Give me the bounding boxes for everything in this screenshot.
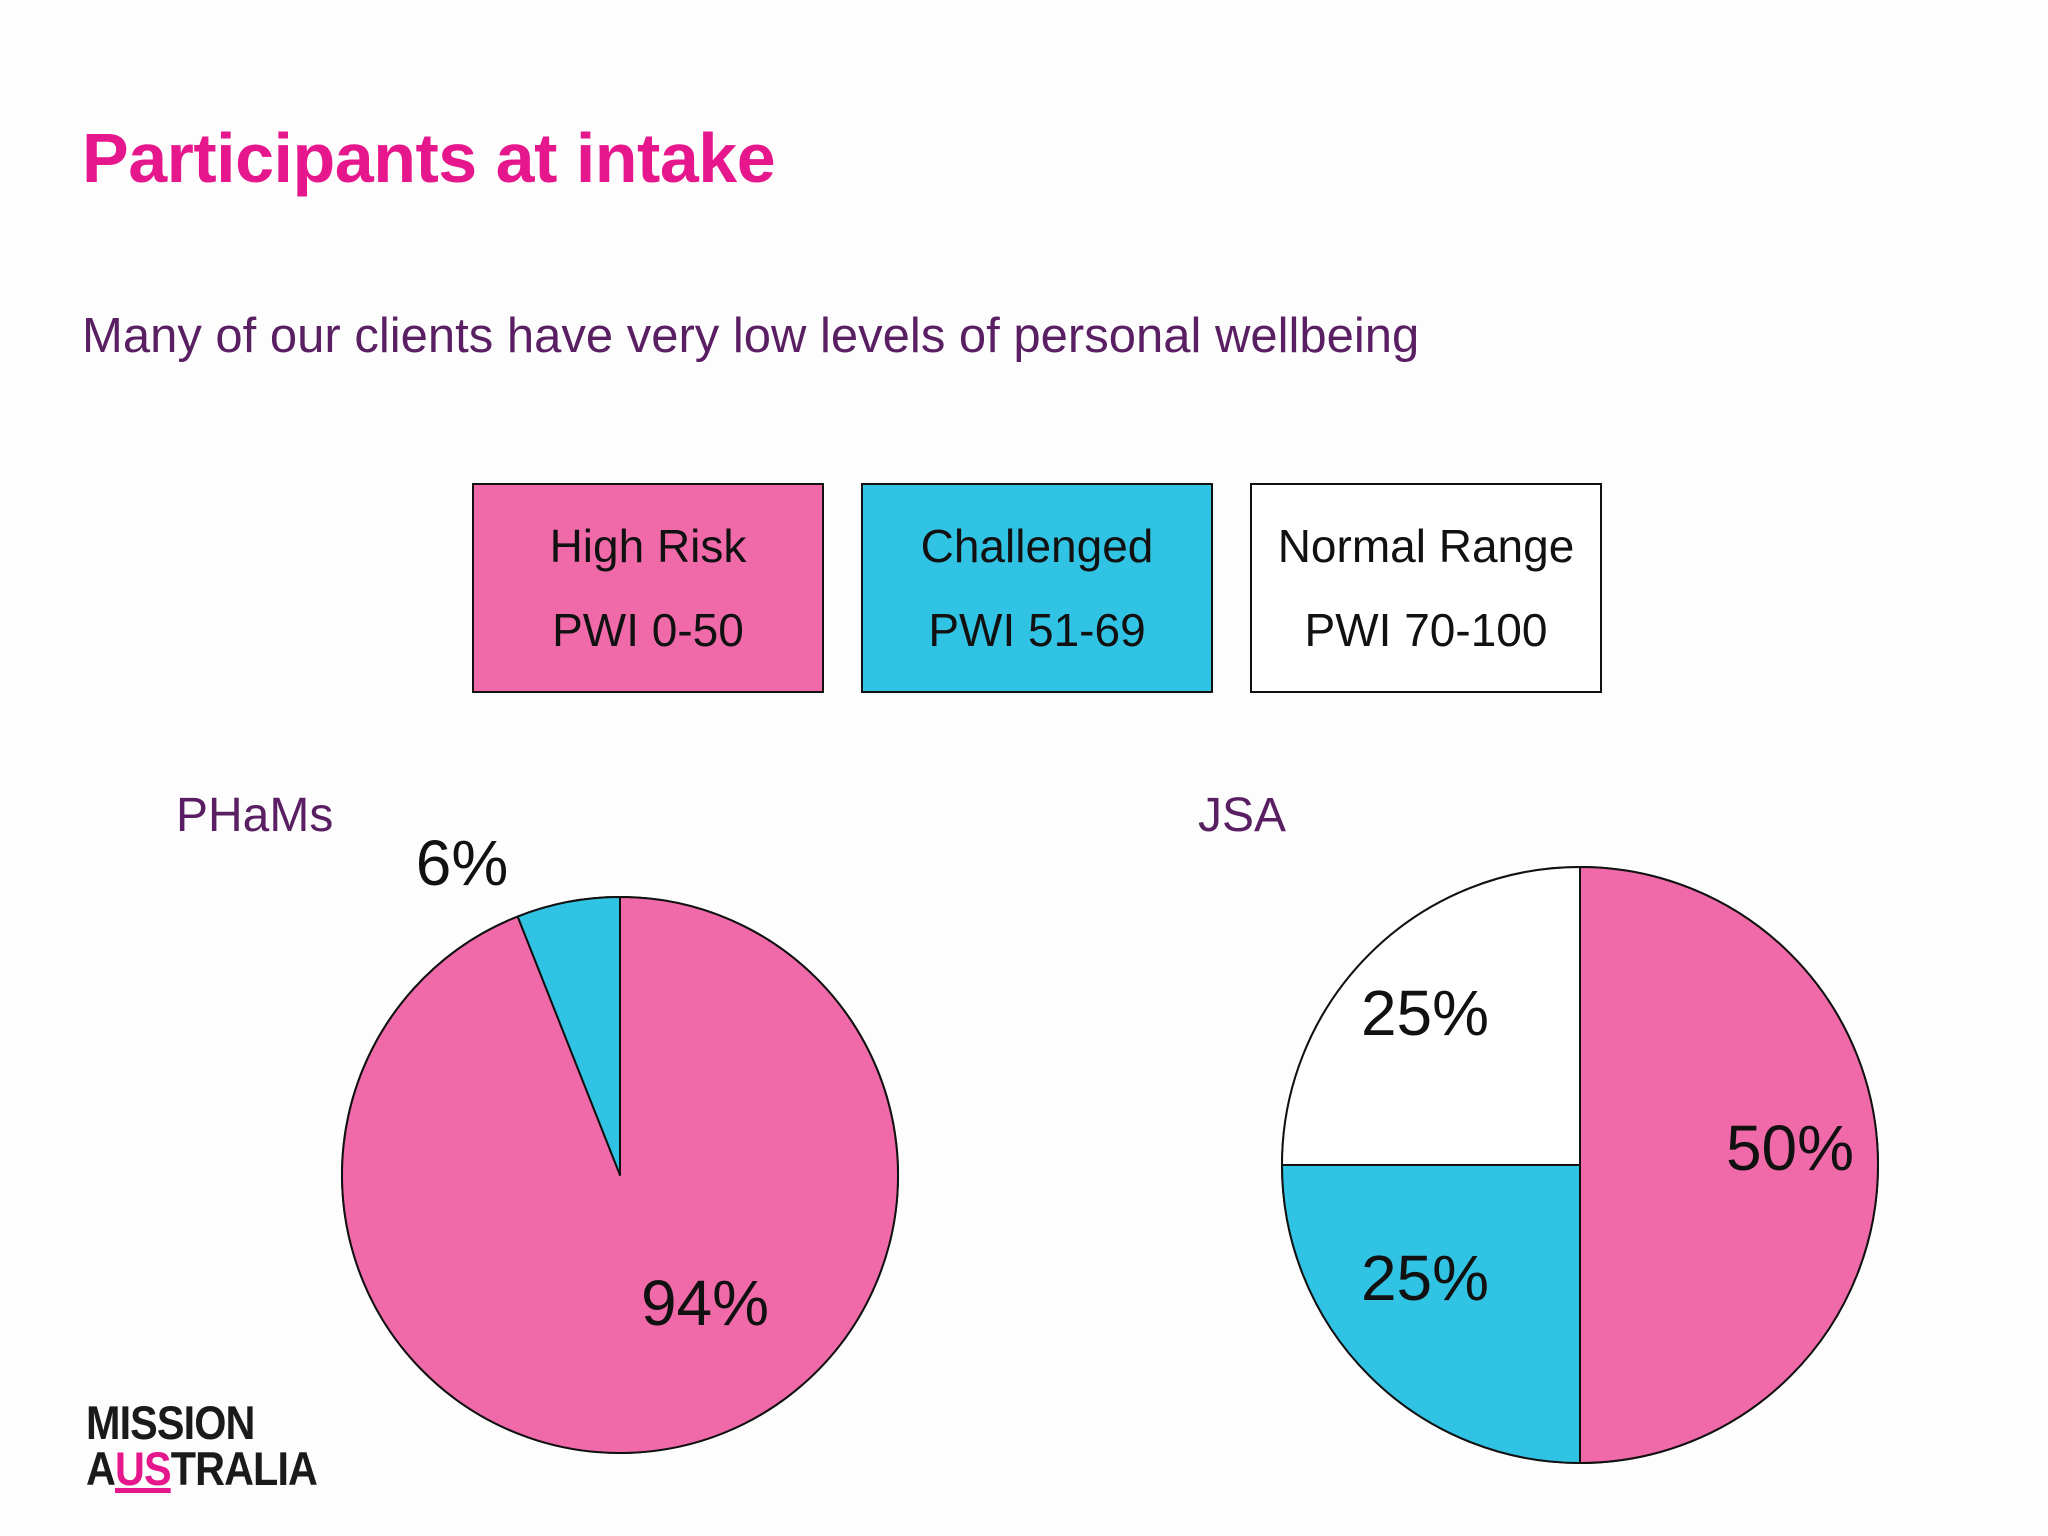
pie-data-label: 6% xyxy=(416,827,509,899)
pie-data-label: 25% xyxy=(1361,977,1489,1049)
pie-slice-high-risk xyxy=(1579,866,1879,1464)
chart-title-jsa: JSA xyxy=(1198,789,1287,842)
pie-slice-challenged xyxy=(516,896,621,1176)
chart-title-phams: PHaMs xyxy=(176,789,334,842)
pie-phams: 94% 6% xyxy=(341,827,899,1454)
pie-data-label: 94% xyxy=(641,1267,769,1339)
legend-challenged: Challenged PWI 51-69 xyxy=(861,483,1213,693)
legend-name: Normal Range xyxy=(1277,520,1575,572)
pie-jsa: 50% 25% 25% xyxy=(1281,866,1879,1464)
legend-high-risk: High Risk PWI 0-50 xyxy=(472,483,824,693)
slide-subtitle: Many of our clients have very low levels… xyxy=(82,309,1420,363)
legend-normal-range: Normal Range PWI 70-100 xyxy=(1250,483,1602,693)
legend-range: PWI 51-69 xyxy=(928,604,1146,656)
legend-name: High Risk xyxy=(549,520,747,572)
legend-range: PWI 0-50 xyxy=(552,604,744,656)
legend-name: Challenged xyxy=(920,520,1154,572)
pie-slice-challenged xyxy=(1281,1164,1581,1464)
slide-title: Participants at intake xyxy=(82,119,776,197)
pie-data-label: 50% xyxy=(1726,1112,1854,1184)
pie-slice-normal-range xyxy=(1281,866,1581,1166)
mission-australia-logo: MISSION AUSTRALIA xyxy=(86,1396,318,1495)
legend-range: PWI 70-100 xyxy=(1304,604,1548,656)
pie-data-label: 25% xyxy=(1361,1242,1489,1314)
